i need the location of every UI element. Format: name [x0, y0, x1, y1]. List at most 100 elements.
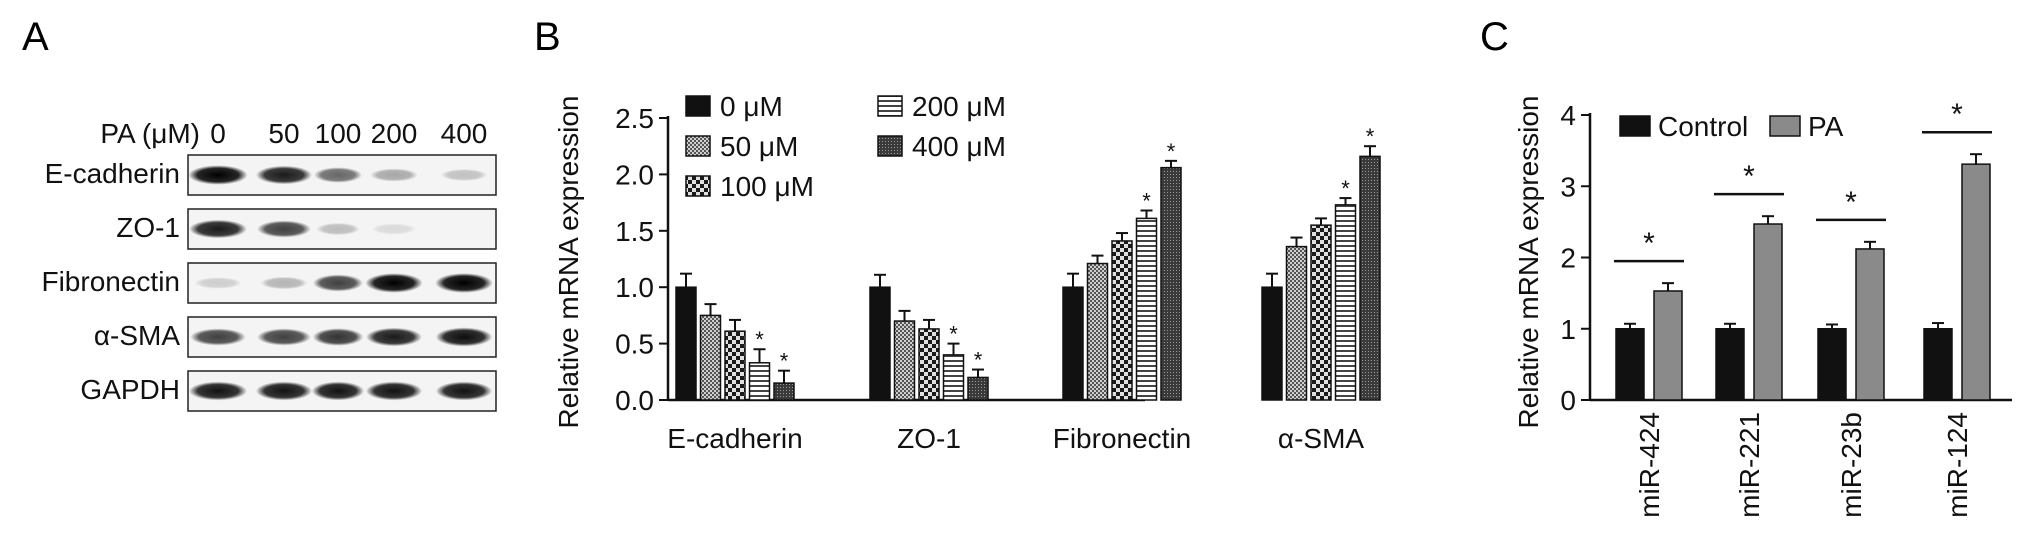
blot-band-0-3: [370, 168, 418, 182]
panel-b-bar-1-1: [893, 320, 916, 401]
blot-row-label-0: E-cadherin: [45, 158, 180, 189]
panel-c-y-tick-label-2: 2: [1560, 243, 1576, 274]
blot-band-4-4: [435, 381, 493, 401]
panel-b-bar-1-2: [918, 328, 940, 401]
blot-band-3-0: [190, 328, 246, 346]
panel-b-legend-label-1: 50 μM: [720, 131, 798, 162]
blot-band-2-2: [313, 274, 363, 292]
panel-b-bar-1-4: [967, 376, 989, 401]
panel-b-bars: * * * * * * * *: [675, 124, 1381, 401]
panel-c-y-tick-label-1: 1: [1560, 314, 1576, 345]
panel-c-y-tick-label-3: 3: [1560, 171, 1576, 202]
blot-row-label-3: α-SMA: [94, 320, 181, 351]
panel-b-bar-2-3-sig: *: [1142, 188, 1151, 213]
blot-band-1-1: [257, 220, 311, 238]
blot-row-1: ZO-1: [116, 208, 497, 250]
panel-b-legend-label-4: 400 μM: [912, 131, 1006, 162]
panel-b-bar-0-3: [748, 362, 771, 401]
panel-c-bars: * * * *: [1614, 98, 1992, 401]
panel-b-category-label-0: E-cadherin: [667, 423, 802, 454]
lane-labels: 0 50 100 200 400: [210, 118, 487, 149]
panel-b-legend-label-3: 200 μM: [912, 91, 1006, 122]
blot-band-1-2: [316, 222, 360, 236]
panel-b-legend: 0 μM 50 μM 100 μM 200 μM 400 μM: [685, 91, 1006, 202]
panel-b-legend-label-2: 100 μM: [720, 171, 814, 202]
lane-label-4: 400: [441, 118, 488, 149]
blot-rows: E-cadherin ZO-1 Fibronectin α-SMA GAPDH: [41, 154, 497, 412]
panel-c-category-label-1: miR-221: [1734, 412, 1765, 518]
panel-b-bar-1-3: [942, 354, 965, 401]
panel-b-bar-2-4: [1160, 166, 1182, 401]
panel-b-bar-1-4-sig: *: [974, 348, 983, 373]
lane-label-1: 50: [268, 118, 299, 149]
panel-c-category-label-2: miR-23b: [1836, 412, 1867, 518]
blot-band-4-1: [255, 381, 313, 401]
panel-b-bar-chart: B Relative mRNA expression 0.0 0.5 1.0 1.5 2…: [534, 15, 1381, 454]
panel-c-sig-3: *: [1951, 98, 1963, 131]
blot-band-3-2: [312, 328, 364, 346]
panel-c-axes: 0 1 2 3 4 miR-424 miR-221 miR-23b miR-124: [1560, 100, 2012, 518]
panel-b-bar-3-3-sig: *: [1341, 176, 1350, 201]
panel-b-axes: 0.0 0.5 1.0 1.5 2.0 2.5 E-cadherin ZO-1 Fibronec…: [615, 103, 1364, 454]
blot-header-label: PA (μM): [100, 118, 200, 149]
panel-c-category-label-0: miR-424: [1634, 412, 1665, 518]
panel-b-bar-0-1: [699, 314, 722, 401]
panel-c-legend: Control PA: [1619, 111, 1844, 142]
panel-c-bar-2-0: [1817, 328, 1847, 401]
panel-c-sig-2: *: [1845, 186, 1857, 219]
lane-label-0: 0: [210, 118, 226, 149]
panel-b-legend-swatch-0: [685, 95, 711, 117]
blot-band-0-4: [440, 169, 488, 181]
panel-c-bar-2-1: [1855, 248, 1885, 401]
panel-b-category-label-3: α-SMA: [1278, 423, 1365, 454]
panel-c-y-axis-label: Relative mRNA expression: [1513, 95, 1544, 428]
panel-c-bar-0-1: [1653, 290, 1683, 401]
panel-b-legend-swatch-3: [877, 95, 903, 117]
panel-c-bar-chart: C Relative mRNA expression 0 1 2 3 4 miR-424 m…: [1480, 15, 2012, 518]
panel-b-bar-2-1: [1086, 262, 1109, 401]
panel-b-y-tick-label-2: 1.0: [615, 272, 654, 303]
panel-b-y-tick-label-0: 0.0: [615, 385, 654, 416]
blot-band-4-3: [365, 381, 423, 401]
panel-c-bar-3-1: [1961, 163, 1991, 401]
blot-row-0: E-cadherin: [45, 154, 497, 196]
panel-c-sig-1: *: [1743, 160, 1755, 193]
panel-b-bar-3-4-sig: *: [1366, 124, 1375, 149]
blot-band-4-0: [188, 381, 248, 401]
blot-band-1-3: [371, 223, 417, 235]
panel-b-bar-0-3-sig: *: [755, 327, 764, 352]
blot-band-2-0: [194, 277, 242, 289]
panel-letter-a: A: [22, 15, 49, 59]
panel-c-y-tick-label-0: 0: [1560, 385, 1576, 416]
panel-c-legend-label-0: Control: [1658, 111, 1748, 142]
panel-b-bar-1-0: [869, 286, 891, 401]
panel-b-bar-0-4: [773, 382, 795, 401]
panel-c-bar-0-0: [1615, 328, 1645, 401]
panel-b-category-label-2: Fibronectin: [1053, 423, 1192, 454]
panel-b-bar-2-3: [1135, 217, 1158, 401]
blot-band-0-1: [256, 165, 312, 185]
blot-band-0-2: [314, 167, 362, 183]
panel-b-bar-2-4-sig: *: [1167, 139, 1176, 164]
panel-b-bar-0-2: [724, 330, 746, 401]
blot-band-3-3: [366, 327, 422, 347]
panel-c-category-label-3: miR-124: [1942, 412, 1973, 518]
blot-band-4-2: [311, 381, 365, 401]
panel-c-legend-swatch-0: [1619, 115, 1651, 137]
panel-b-legend-swatch-4: [877, 135, 903, 157]
panel-b-y-tick-label-1: 0.5: [615, 329, 654, 360]
blot-row-3: α-SMA: [94, 316, 497, 358]
panel-b-bar-0-0: [675, 286, 697, 401]
blot-band-3-4: [435, 327, 493, 347]
blot-band-0-0: [188, 165, 248, 185]
blot-row-2: Fibronectin: [41, 262, 497, 304]
panel-a-western-blot: A PA (μM) 0 50 100 200 400 E-cadherin ZO-1 Fib…: [22, 15, 497, 412]
blot-row-4: GAPDH: [80, 370, 497, 412]
blot-band-1-0: [189, 219, 247, 239]
panel-c-bar-1-0: [1715, 328, 1745, 401]
blot-row-label-2: Fibronectin: [41, 266, 180, 297]
panel-b-legend-swatch-2: [685, 175, 711, 197]
panel-b-bar-3-1: [1285, 245, 1308, 401]
panel-c-legend-swatch-1: [1769, 115, 1801, 137]
